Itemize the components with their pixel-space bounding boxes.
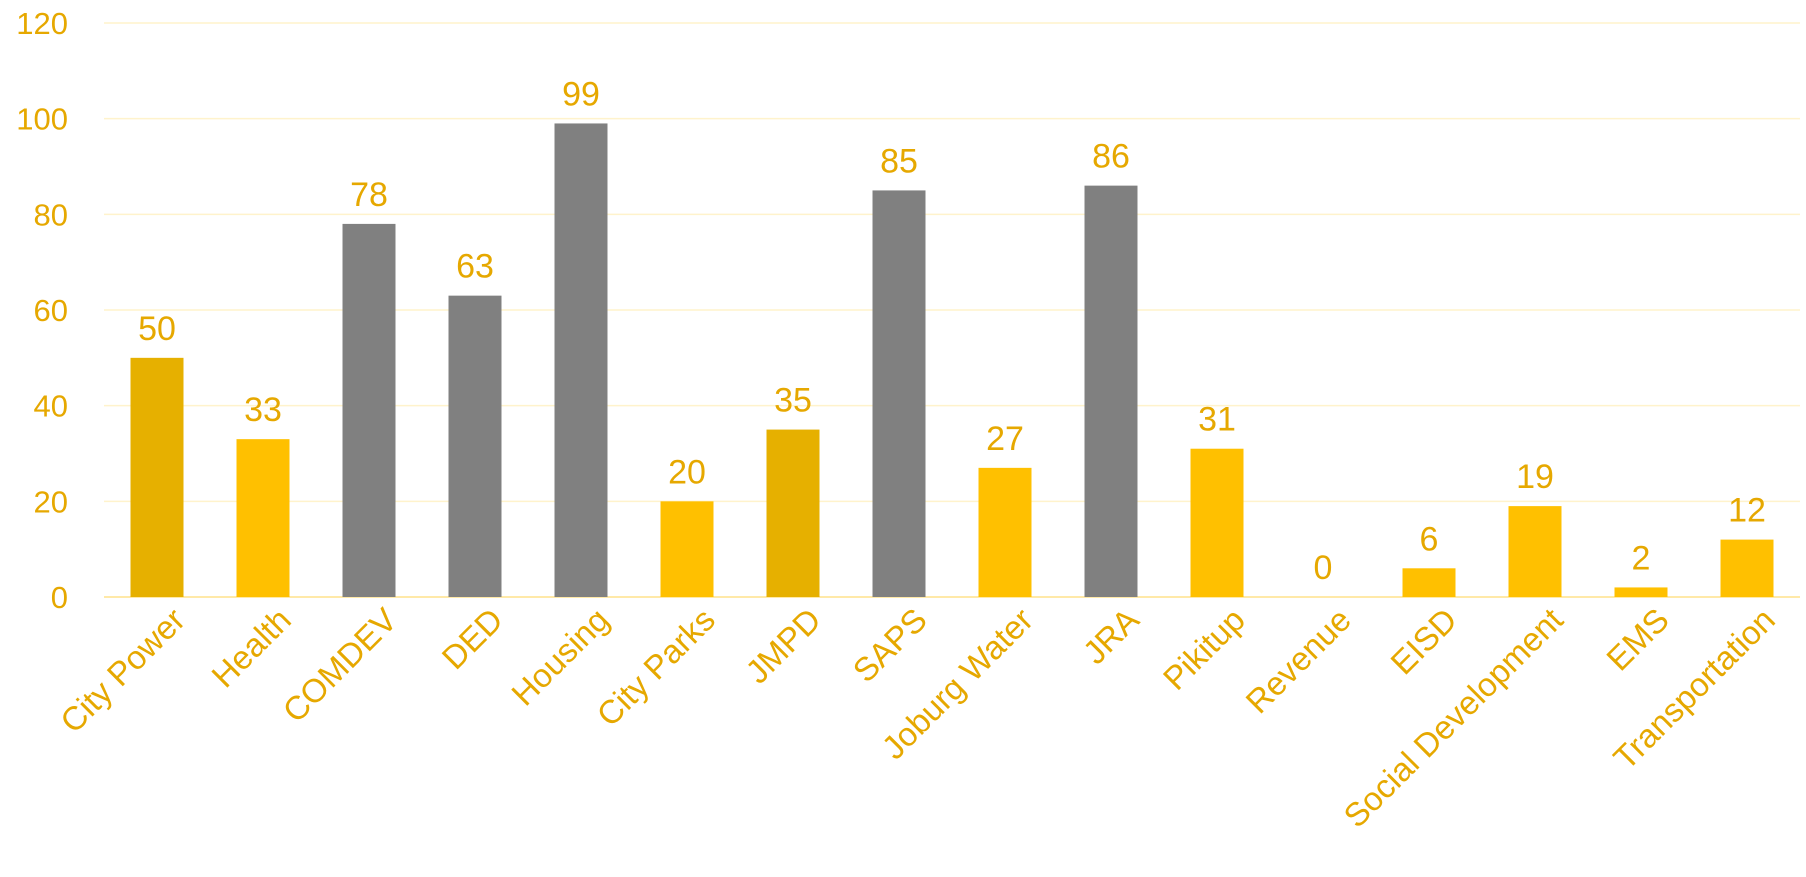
data-label: 12 — [1728, 492, 1766, 530]
data-label: 86 — [1092, 138, 1130, 176]
data-label: 35 — [774, 382, 812, 420]
bar — [1402, 568, 1456, 597]
data-label: 63 — [456, 248, 494, 286]
data-label: 31 — [1198, 401, 1236, 439]
category-label: EISD — [1383, 601, 1464, 682]
category-label: JMPD — [738, 601, 828, 691]
y-tick-label: 80 — [34, 197, 68, 232]
y-tick-label: 120 — [16, 6, 68, 41]
y-tick-label: 60 — [34, 293, 68, 328]
y-tick-label: 0 — [51, 580, 68, 615]
data-labels: 50 33 78 63 99 20 35 85 27 86 31 0 6 19 2 12 — [138, 75, 1766, 587]
bar — [766, 429, 820, 597]
y-tick-label: 20 — [34, 484, 68, 519]
bar — [978, 467, 1032, 597]
data-label: 78 — [350, 176, 388, 214]
bar — [1720, 539, 1774, 597]
y-axis-tick-labels: 0 20 40 60 80 100 120 — [16, 6, 68, 615]
data-label: 85 — [880, 142, 918, 180]
category-label: SAPS — [846, 601, 934, 689]
data-label: 2 — [1632, 539, 1651, 577]
bar — [660, 501, 714, 597]
bar — [1084, 185, 1138, 597]
y-tick-label: 40 — [34, 389, 68, 424]
category-label: City Power — [53, 601, 192, 740]
y-tick-label: 100 — [16, 102, 68, 137]
bar — [1190, 448, 1244, 597]
data-label: 19 — [1516, 458, 1554, 496]
bar — [130, 357, 184, 597]
data-label: 50 — [138, 310, 176, 348]
bar — [1508, 506, 1562, 597]
data-label: 27 — [986, 420, 1024, 458]
data-label: 33 — [244, 391, 282, 429]
category-label: COMDEV — [275, 601, 404, 730]
category-label: EMS — [1599, 601, 1676, 678]
bar — [236, 439, 290, 597]
data-label: 0 — [1314, 549, 1333, 587]
data-label: 99 — [562, 75, 600, 113]
category-label: Pikitup — [1156, 601, 1252, 697]
bar — [448, 295, 502, 597]
bar — [342, 223, 396, 597]
bars — [130, 123, 1774, 597]
category-label: Revenue — [1238, 601, 1358, 721]
bar — [554, 123, 608, 597]
bar — [1614, 587, 1668, 597]
data-label: 20 — [668, 453, 706, 491]
category-label: Health — [204, 601, 298, 695]
bar — [872, 190, 926, 597]
data-label: 6 — [1420, 520, 1439, 558]
category-label: JRA — [1076, 601, 1146, 671]
category-label: Housing — [504, 601, 616, 713]
category-label: DED — [435, 601, 510, 676]
